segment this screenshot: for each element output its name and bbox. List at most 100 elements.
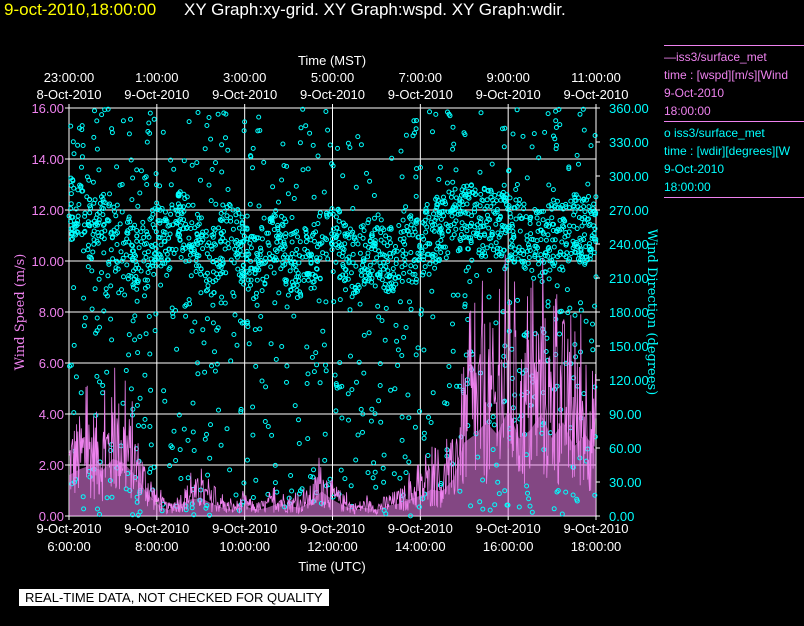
wdir-point <box>202 436 208 442</box>
wdir-point <box>375 303 381 309</box>
wdir-point <box>107 191 112 197</box>
wdir-point <box>478 191 484 197</box>
wdir-point <box>321 342 327 348</box>
wdir-point <box>101 221 107 227</box>
wdir-point <box>355 134 361 140</box>
wdir-point <box>325 127 331 133</box>
wdir-point <box>143 174 149 180</box>
wdir-point <box>557 122 563 128</box>
wdir-point <box>114 225 120 231</box>
wdir-point <box>122 292 128 298</box>
wdir-point <box>469 213 474 219</box>
wdir-point <box>264 230 270 236</box>
x-axis-top-label: Time (MST) <box>298 53 366 68</box>
wdir-point <box>158 282 164 288</box>
wdir-point <box>329 206 335 212</box>
wdir-point <box>255 128 261 134</box>
wdir-point <box>366 330 372 336</box>
wdir-point <box>570 492 576 498</box>
wdir-point <box>125 228 131 234</box>
wdir-point <box>469 257 475 263</box>
wdir-point <box>372 238 378 244</box>
wdir-point <box>353 263 359 269</box>
wdir-point <box>408 250 414 255</box>
wdir-point <box>406 459 412 465</box>
wdir-point <box>92 108 97 114</box>
wdir-point <box>258 245 263 251</box>
wdir-point <box>354 287 359 293</box>
wdir-point <box>158 242 164 248</box>
wdir-point <box>399 353 405 358</box>
wdir-point <box>291 264 297 270</box>
wdir-point <box>345 140 351 146</box>
wdir-point <box>571 203 577 209</box>
wdir-point <box>311 230 316 236</box>
wdir-point <box>253 363 259 369</box>
legend-wdir-line2: time : [wdir][degrees][W <box>664 144 791 158</box>
wdir-point <box>307 130 313 136</box>
wdir-point <box>513 197 519 203</box>
wdir-point <box>154 182 159 188</box>
wdir-point <box>407 269 413 275</box>
wdir-point <box>527 248 533 253</box>
wdir-point <box>383 233 389 239</box>
wdir-point <box>381 266 386 272</box>
wdir-point <box>96 233 102 239</box>
wdir-point <box>205 472 211 478</box>
wdir-point <box>398 148 404 154</box>
wdir-point <box>126 352 132 358</box>
wdir-point <box>347 226 353 232</box>
wdir-point <box>181 426 187 432</box>
wdir-point <box>372 247 378 253</box>
wdir-point <box>254 302 260 308</box>
wdir-point <box>317 255 323 261</box>
wdir-point <box>383 511 389 517</box>
wdir-point <box>590 206 596 212</box>
y-left-tick-label: 10.00 <box>31 254 64 269</box>
wdir-point <box>484 245 490 251</box>
wdir-point <box>245 286 251 292</box>
wdir-point <box>136 423 141 429</box>
wdir-point <box>205 287 210 293</box>
wdir-point <box>220 202 226 208</box>
wdir-point <box>528 231 534 237</box>
wdir-point <box>246 341 252 347</box>
wdir-point <box>228 236 234 242</box>
wdir-point <box>493 221 499 227</box>
wdir-point <box>367 238 373 244</box>
wdir-point <box>453 167 459 173</box>
wdir-point <box>545 111 551 117</box>
wdir-point <box>185 437 191 443</box>
wdir-point <box>545 253 551 259</box>
wdir-point <box>549 215 555 221</box>
wdir-point <box>285 292 291 298</box>
wdir-point <box>489 161 495 167</box>
y-right-tick-label: 180.00 <box>609 305 649 320</box>
wdir-point <box>410 133 416 139</box>
legend-wspd-line3: 9-Oct-2010 <box>664 86 725 100</box>
wdir-point <box>511 259 517 265</box>
wdir-point <box>468 238 474 244</box>
wdir-point <box>360 411 366 417</box>
wdir-point <box>393 281 399 287</box>
wdir-point <box>204 503 210 509</box>
wdir-point <box>249 233 255 239</box>
wdir-point <box>582 209 588 215</box>
wdir-point <box>289 215 295 220</box>
wdir-point <box>494 209 500 215</box>
wdir-point <box>405 392 411 398</box>
wdir-point <box>261 260 267 266</box>
legend-separator <box>664 45 804 46</box>
wdir-point <box>68 201 74 207</box>
wdir-point <box>566 166 572 172</box>
x-tick-label-bottom-time: 18:00:00 <box>571 539 622 554</box>
wdir-point <box>445 250 451 256</box>
wdir-point <box>369 233 375 239</box>
wdir-point <box>453 218 459 224</box>
wdir-point <box>97 511 102 517</box>
wdir-point <box>550 253 556 259</box>
wdir-point <box>381 227 387 233</box>
wdir-point <box>347 145 353 151</box>
wdir-point <box>106 259 112 265</box>
wdir-point <box>469 189 475 195</box>
